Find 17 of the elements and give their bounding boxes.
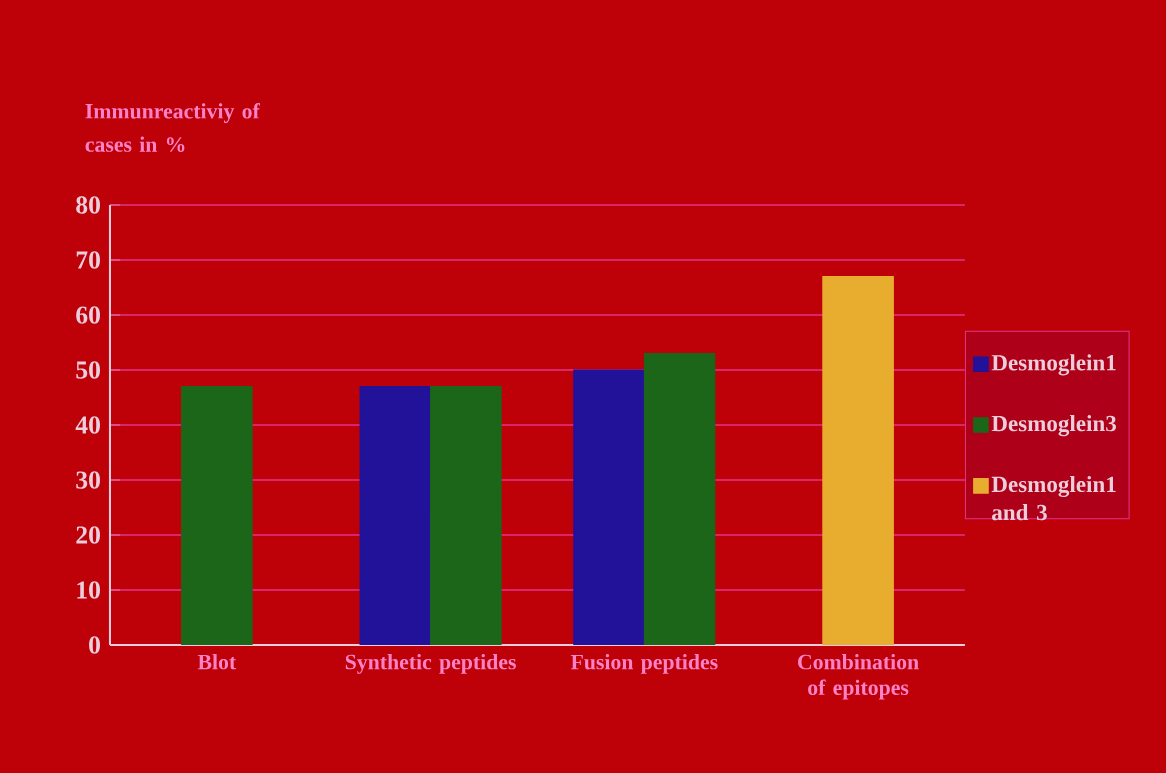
y-tick-label: 50 [76,361,100,379]
y-axis-title: Immunreactiviy of cases in % [85,103,260,152]
legend-label: Desmoglein1 and 3 [991,475,1116,521]
y-tick-label: 10 [77,581,100,599]
y-tick-label: 60 [76,306,100,324]
legend-label: Desmoglein1 [991,354,1116,376]
y-tick-label: 20 [76,526,100,544]
y-tick-label: 30 [76,471,100,489]
y-tick-label: 80 [76,196,100,214]
x-tick-label: Combination of epitopes [798,654,919,700]
legend-label: Desmoglein3 [991,415,1116,437]
y-tick-label: 0 [89,636,100,654]
x-tick-label: Blot [197,654,237,670]
x-tick-label: Synthetic peptides [345,654,516,674]
y-tick-label: 70 [76,251,100,269]
x-tick-label: Fusion peptides [570,654,718,674]
y-tick-label: 40 [75,416,100,434]
